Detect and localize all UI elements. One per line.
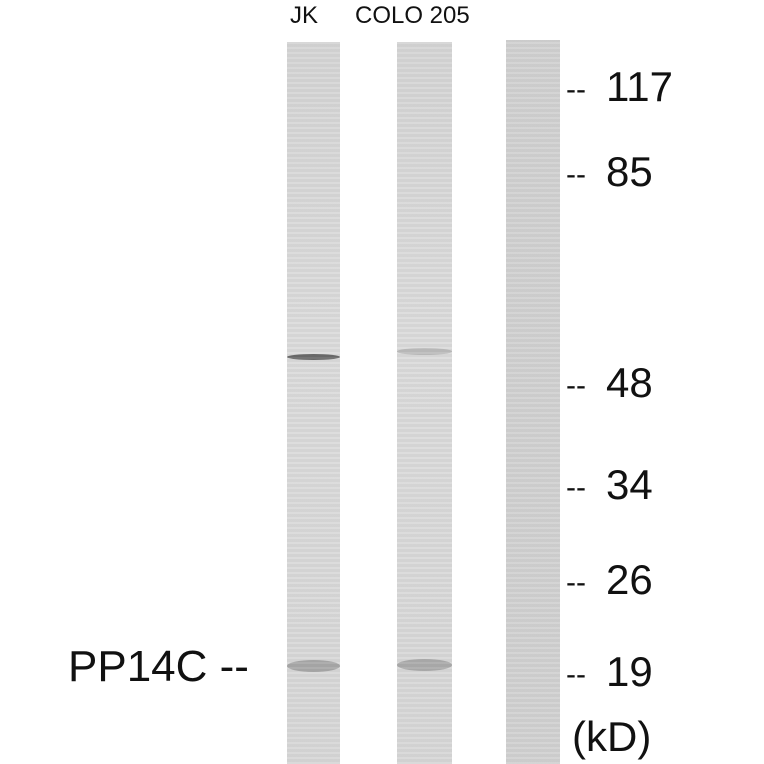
marker-117: -- 117: [566, 63, 673, 110]
lane-colo205: [397, 42, 452, 764]
marker-48: -- 48: [566, 359, 653, 406]
lane-jk: [287, 42, 340, 764]
band-colo205-upper: [397, 348, 452, 355]
band-colo205-pp14c: [397, 659, 452, 671]
band-jk-pp14c: [287, 660, 340, 672]
target-label: PP14C --: [68, 642, 249, 691]
lane-label-jk: JK: [290, 2, 319, 29]
lane-label-colo205: COLO 205: [355, 2, 470, 29]
marker-26: -- 26: [566, 556, 653, 603]
band-jk-upper: [287, 354, 340, 360]
marker-19: -- 19: [566, 648, 653, 695]
lane-3: [506, 40, 560, 764]
marker-34: -- 34: [566, 461, 653, 508]
unit-label: (kD): [572, 713, 652, 760]
marker-85: -- 85: [566, 148, 653, 195]
